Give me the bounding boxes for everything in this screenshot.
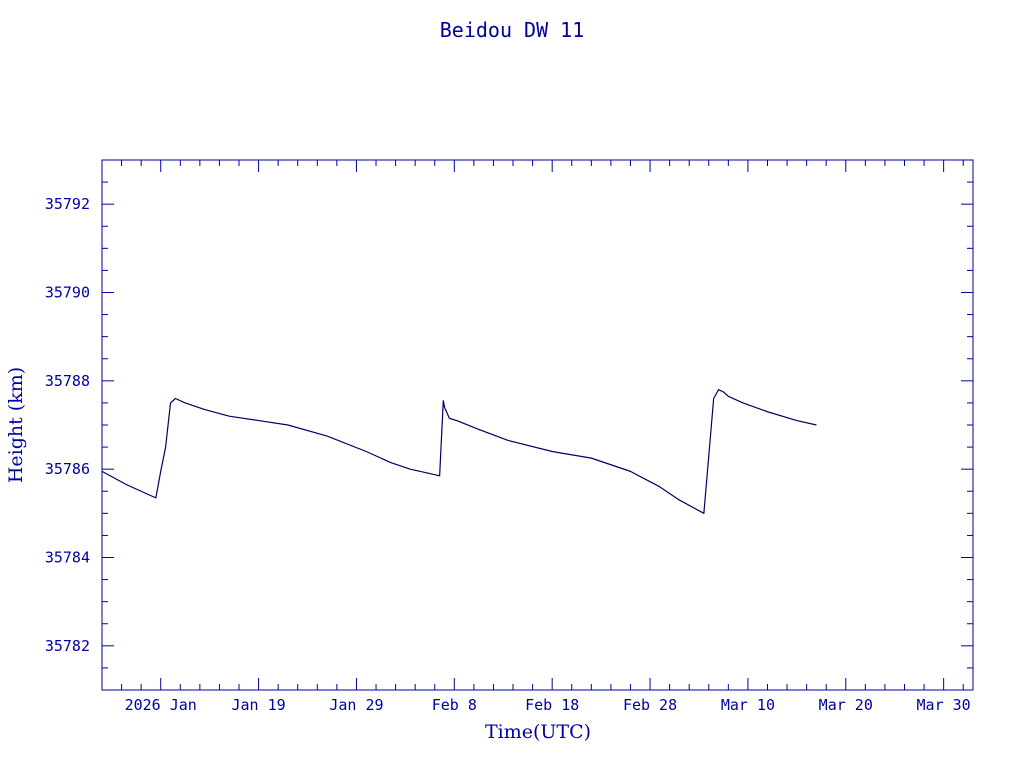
y-tick-label: 35790 bbox=[45, 284, 90, 302]
x-tick-label: Jan 19 bbox=[231, 696, 285, 714]
y-axis-label: Height (km) bbox=[5, 367, 27, 483]
axes bbox=[101, 159, 974, 691]
x-tick-label: Mar 20 bbox=[819, 696, 873, 714]
x-tick-label: Feb 28 bbox=[623, 696, 677, 714]
x-tick-label: Jan 29 bbox=[329, 696, 383, 714]
series-line-0 bbox=[101, 389, 817, 514]
tick-labels: 35782 35784 35786 35788 35790 35792 2026 Jan Ja… bbox=[45, 195, 971, 714]
y-tick-label: 35786 bbox=[45, 460, 90, 478]
y-tick-label: 35788 bbox=[45, 372, 90, 390]
x-tick-label: Feb 8 bbox=[432, 696, 477, 714]
x-tick-label: Feb 18 bbox=[525, 696, 579, 714]
y-tick-label: 35784 bbox=[45, 549, 90, 567]
x-axis-label: Time(UTC) bbox=[485, 721, 591, 743]
x-tick-label: Mar 10 bbox=[721, 696, 775, 714]
plot-frame bbox=[101, 159, 974, 691]
x-tick-label: Mar 30 bbox=[917, 696, 971, 714]
y-tick-label: 35792 bbox=[45, 195, 90, 213]
y-tick-label: 35782 bbox=[45, 637, 90, 655]
chart-title: Beidou DW 11 bbox=[440, 18, 585, 42]
x-tick-label: 2026 Jan bbox=[125, 696, 197, 714]
series-layer bbox=[101, 389, 817, 514]
axis-ticks bbox=[102, 160, 973, 690]
